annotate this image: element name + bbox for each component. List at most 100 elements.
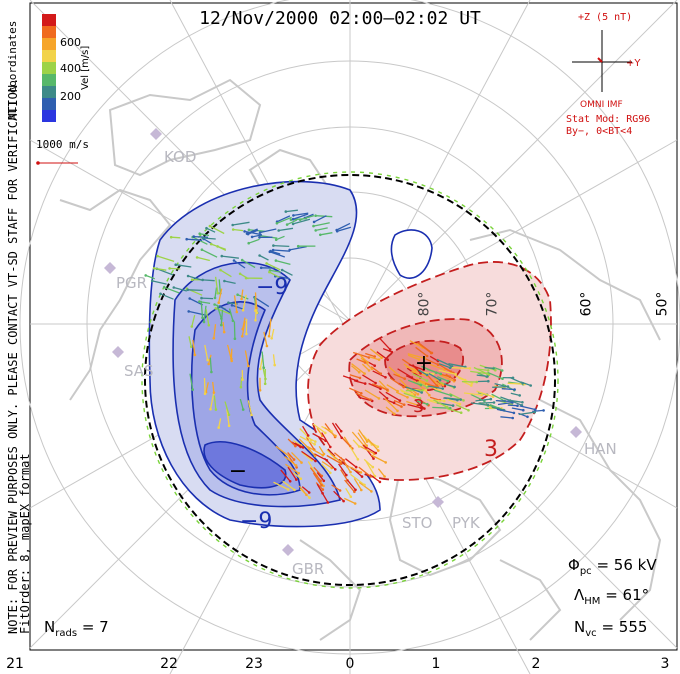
- fit-order-note: FitOrder: 8, mapEX format: [18, 453, 32, 634]
- velocity-vector: [520, 381, 531, 387]
- velocity-vector-origin: [313, 454, 317, 458]
- velocity-vector-origin: [339, 462, 343, 466]
- velocity-vector-origin: [372, 457, 375, 460]
- velocity-vector-origin: [345, 473, 348, 477]
- velocity-vector-origin: [438, 383, 441, 387]
- velocity-vector: [491, 393, 505, 402]
- velocity-vector: [315, 227, 328, 232]
- velocity-vector-origin: [485, 372, 489, 375]
- velocity-vector: [385, 406, 395, 415]
- velocity-vector: [298, 485, 307, 496]
- velocity-vector: [231, 304, 243, 310]
- velocity-vector-origin: [190, 325, 194, 328]
- velocity-vector-origin: [360, 488, 363, 492]
- velocity-vector-origin: [308, 496, 311, 500]
- velocity-vector: [406, 400, 419, 406]
- velocity-vector-origin: [217, 301, 220, 305]
- velocity-vector: [463, 392, 482, 396]
- velocity-vector: [239, 398, 244, 410]
- velocity-vector: [202, 237, 216, 240]
- velocity-vector: [289, 245, 307, 251]
- velocity-vector-origin: [512, 411, 516, 415]
- velocity-vector-origin: [335, 229, 339, 233]
- velocity-vector-origin: [459, 411, 463, 415]
- velocity-vector: [408, 363, 424, 371]
- mlt-tick: 0: [345, 656, 355, 672]
- velocity-vector-origin: [369, 398, 372, 402]
- velocity-vector: [511, 407, 524, 411]
- velocity-vector: [443, 383, 455, 388]
- velocity-vector-origin: [241, 335, 244, 338]
- velocity-vector: [228, 308, 234, 321]
- velocity-vector-origin: [374, 451, 378, 455]
- velocity-vector: [368, 382, 381, 390]
- velocity-vector-origin: [152, 267, 156, 270]
- velocity-vector: [321, 463, 331, 474]
- nvc-symbol: N: [574, 618, 586, 636]
- mlt-tick: 3: [660, 656, 670, 672]
- velocity-vector: [254, 307, 257, 321]
- velocity-vector: [186, 238, 203, 241]
- velocity-vector-origin: [529, 384, 532, 387]
- velocity-vector-origin: [247, 241, 250, 245]
- velocity-vector-origin: [454, 373, 457, 376]
- velocity-vector: [301, 450, 316, 462]
- velocity-vector: [273, 249, 291, 252]
- velocity-vector-origin: [363, 361, 367, 364]
- velocity-vector-origin: [322, 452, 326, 456]
- velocity-vector-origin: [321, 488, 325, 491]
- velocity-vector-origin: [185, 237, 188, 241]
- velocity-vector-origin: [291, 222, 295, 226]
- velocity-vector: [212, 381, 215, 393]
- velocity-vector-origin: [258, 236, 261, 239]
- velocity-vector-origin: [190, 278, 194, 282]
- velocity-vector: [439, 374, 455, 382]
- mlt-tick: 2: [531, 656, 541, 672]
- velocity-vector-origin: [213, 303, 216, 306]
- velocity-vector-origin: [388, 348, 392, 351]
- velocity-vector-origin: [245, 332, 248, 336]
- velocity-vector-origin: [450, 365, 454, 368]
- velocity-vector: [360, 446, 375, 455]
- velocity-vector: [427, 385, 443, 390]
- velocity-vector: [205, 309, 210, 326]
- velocity-vector: [331, 484, 341, 492]
- imf-scale: +Z (5 nT): [578, 12, 633, 23]
- velocity-vector-origin: [223, 279, 226, 283]
- imf-y-axis: +Y: [626, 58, 641, 69]
- velocity-vector-origin: [322, 484, 325, 488]
- velocity-vector: [254, 292, 258, 308]
- velocity-vector-origin: [277, 229, 281, 232]
- velocity-vector: [414, 399, 425, 410]
- velocity-vector-origin: [319, 479, 322, 483]
- velocity-vector-origin: [467, 409, 470, 412]
- velocity-vector-origin: [243, 230, 246, 233]
- velocity-vector-origin: [494, 368, 497, 372]
- velocity-vector: [421, 365, 437, 374]
- velocity-vector-origin: [367, 369, 371, 372]
- velocity-vector-origin: [250, 235, 254, 239]
- velocity-vector: [276, 215, 291, 223]
- velocity-vector: [415, 378, 429, 385]
- velocity-vector-origin: [191, 388, 194, 391]
- velocity-vector: [484, 366, 494, 369]
- velocity-vector-origin: [241, 327, 244, 331]
- velocity-vector-origin: [419, 383, 423, 387]
- velocity-vector: [301, 486, 310, 493]
- velocity-vector: [201, 249, 218, 258]
- velocity-vector-origin: [363, 372, 366, 375]
- velocity-vector: [291, 451, 302, 464]
- latitude-label: 50°: [654, 291, 671, 317]
- velocity-vector: [309, 467, 322, 482]
- velocity-vector-origin: [250, 413, 253, 417]
- velocity-vector: [337, 226, 352, 232]
- velocity-vector-origin: [268, 270, 271, 274]
- velocity-vector-origin: [521, 401, 524, 404]
- velocity-vector-origin: [144, 274, 147, 277]
- contour-label: −9: [256, 275, 288, 300]
- velocity-vector: [397, 368, 413, 379]
- nvc-sub: vc: [585, 628, 597, 639]
- velocity-vector-origin: [425, 354, 429, 358]
- velocity-vector: [293, 212, 309, 217]
- velocity-vector: [273, 481, 289, 491]
